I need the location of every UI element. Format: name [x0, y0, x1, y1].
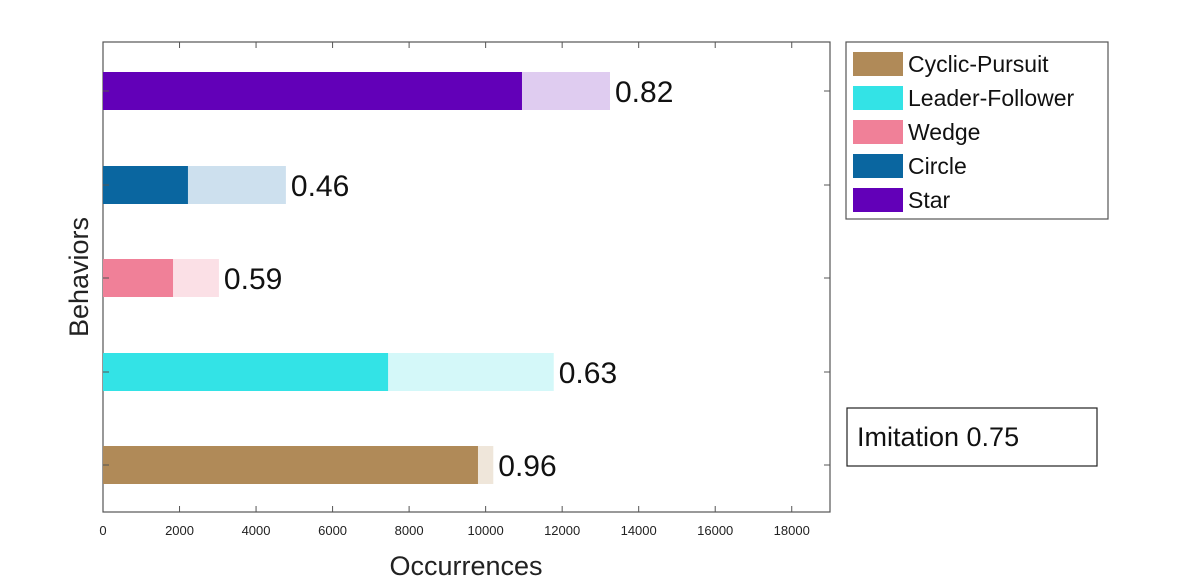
legend-label-leader-follower: Leader-Follower [908, 85, 1075, 111]
x-ticks: 0 2000 4000 6000 8000 10000 12000 14000 16000 180… [99, 42, 810, 538]
ratio-label-wedge: 0.59 [224, 263, 282, 296]
x-tick-label: 2000 [165, 523, 194, 538]
x-tick-label: 14000 [621, 523, 657, 538]
x-tick-label: 18000 [774, 523, 810, 538]
x-tick-label: 12000 [544, 523, 580, 538]
x-tick-label: 10000 [468, 523, 504, 538]
x-tick-label: 0 [99, 523, 106, 538]
ratio-label-leader-follower: 0.63 [559, 357, 617, 390]
legend-swatch-cyclic-pursuit [853, 52, 903, 76]
legend-label-star: Star [908, 187, 951, 213]
x-axis-title: Occurrences [389, 551, 542, 581]
y-axis-title: Behaviors [64, 217, 94, 337]
legend-label-cyclic-pursuit: Cyclic-Pursuit [908, 51, 1049, 77]
legend-label-circle: Circle [908, 153, 967, 179]
y-tick-marks [103, 90, 830, 466]
annotation-text: Imitation 0.75 [857, 422, 1019, 452]
legend: Cyclic-Pursuit Leader-Follower Wedge Circle… [845, 41, 1109, 220]
ratio-label-circle: 0.46 [291, 170, 349, 203]
bar-imitated-leader-follower [103, 353, 389, 391]
legend-swatch-star [853, 188, 903, 212]
ratio-label-cyclic-pursuit: 0.96 [498, 450, 556, 483]
legend-label-wedge: Wedge [908, 119, 980, 145]
bar-imitated-star [103, 72, 522, 110]
bar-imitated-cyclic-pursuit [103, 446, 478, 484]
annotation-frame [846, 407, 1098, 467]
legend-swatch-wedge [853, 120, 903, 144]
x-tick-label: 4000 [242, 523, 271, 538]
bars-group [103, 72, 610, 484]
ratio-label-star: 0.82 [615, 76, 673, 109]
x-tick-label: 8000 [395, 523, 424, 538]
ratio-labels: 0.96 0.63 0.59 0.46 0.82 [224, 76, 673, 483]
annotation-box: Imitation 0.75 [846, 407, 1098, 467]
legend-items: Cyclic-Pursuit Leader-Follower Wedge Circle… [853, 51, 1075, 213]
x-tick-label: 16000 [697, 523, 733, 538]
legend-swatch-circle [853, 154, 903, 178]
bar-imitated-circle [103, 166, 188, 204]
plot-area [102, 41, 831, 513]
legend-swatch-leader-follower [853, 86, 903, 110]
bar-imitated-wedge [103, 259, 174, 297]
x-tick-label: 6000 [318, 523, 347, 538]
